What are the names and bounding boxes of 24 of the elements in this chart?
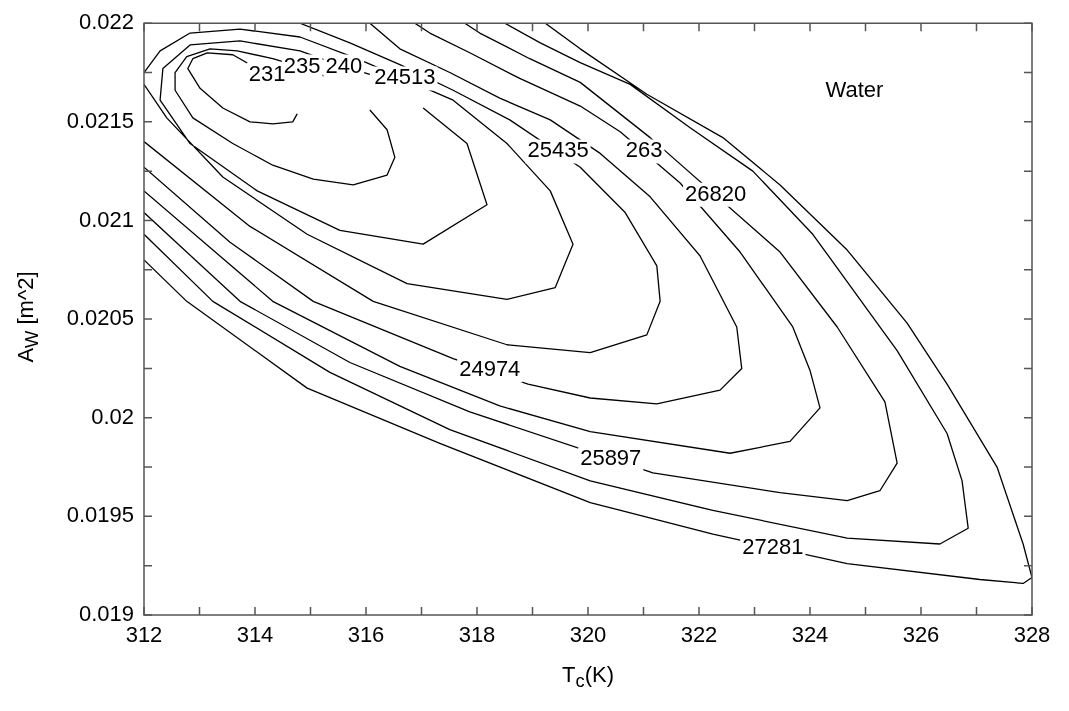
annotation: 263 <box>625 137 663 163</box>
x-tick-label: 328 <box>1013 622 1051 648</box>
annotation: 24513 <box>374 64 436 90</box>
annotation: 25435 <box>527 137 589 163</box>
x-tick-label: 316 <box>347 622 385 648</box>
y-tick-label: 0.0215 <box>66 107 134 133</box>
annotation: 25897 <box>580 445 642 471</box>
x-tick-label: 326 <box>902 622 940 648</box>
annotation: 26820 <box>685 180 747 206</box>
annotation: Water <box>825 77 884 103</box>
x-tick-label: 318 <box>458 622 496 648</box>
y-tick-label: 0.0195 <box>66 502 134 528</box>
annotation: 24974 <box>459 356 521 382</box>
y-tick-label: 0.021 <box>78 206 134 232</box>
x-tick-label: 314 <box>236 622 274 648</box>
y-tick-label: 0.022 <box>78 9 134 35</box>
x-tick-label: 320 <box>569 622 607 648</box>
annotation: 231 <box>248 60 286 86</box>
x-tick-label: 322 <box>680 622 718 648</box>
annotation: 27281 <box>742 533 804 559</box>
y-tick-label: 0.0205 <box>66 305 134 331</box>
x-axis-title: T$_{c}$(K) <box>562 662 614 693</box>
y-tick-label: 0.02 <box>91 403 134 429</box>
x-tick-label: 324 <box>791 622 829 648</box>
